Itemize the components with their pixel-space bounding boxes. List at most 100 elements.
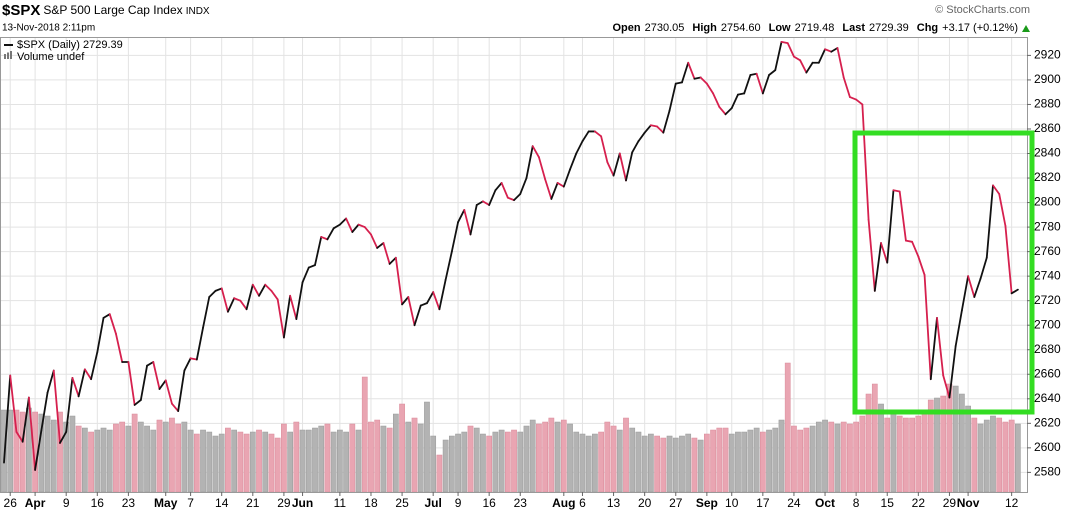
volume-bar [865, 393, 872, 493]
price-segment [270, 289, 279, 301]
price-segment [320, 236, 329, 241]
price-segment [656, 125, 665, 134]
price-segment [525, 145, 534, 179]
volume-bar [256, 429, 262, 493]
volume-bar [990, 415, 996, 493]
price-segment [146, 361, 155, 367]
price-segment [202, 296, 211, 329]
price-segment [115, 332, 124, 363]
y-tick-label: 2800 [1034, 195, 1061, 209]
price-segment [370, 233, 379, 249]
volume-bar [759, 431, 766, 493]
price-segment [351, 223, 360, 233]
price-segment [743, 74, 752, 95]
y-tick-label: 2700 [1034, 317, 1061, 331]
price-segment [979, 256, 988, 280]
price-segment [34, 429, 43, 471]
volume-bar [1008, 419, 1015, 493]
price-segment [1010, 288, 1019, 295]
volume-bar [467, 425, 474, 493]
volume-bar [287, 431, 293, 493]
x-tick-label: 18 [364, 496, 378, 510]
price-segment [463, 209, 472, 236]
volume-bar [741, 431, 748, 493]
price-segment [618, 152, 627, 182]
y-tick-label: 2680 [1034, 342, 1061, 356]
volume-bar [921, 409, 928, 493]
volume-bar [100, 427, 107, 493]
price-segment [102, 313, 111, 319]
volume-bar [803, 427, 810, 493]
price-segment [737, 92, 746, 96]
volume-bar [175, 423, 182, 493]
price-segment [948, 345, 957, 399]
y-tick-label: 2740 [1034, 268, 1061, 282]
price-segment [519, 177, 528, 195]
volume-bar [274, 437, 281, 493]
volume-bar [660, 437, 667, 493]
exchange: INDX [186, 6, 210, 17]
volume-bar [511, 429, 517, 493]
price-segment [164, 379, 173, 405]
volume-bar [169, 417, 175, 493]
volume-bar [7, 409, 14, 493]
volume-bar [193, 433, 200, 493]
volume-bar [567, 423, 573, 493]
volume-bar [88, 431, 94, 493]
volume-bar [343, 431, 349, 493]
chart-header: $SPX S&P 500 Large Cap Index INDX [2, 2, 210, 19]
x-tick-label: 6 [579, 496, 586, 510]
volume-bar [822, 419, 828, 493]
price-segment [817, 48, 826, 64]
volume-bar [784, 362, 791, 493]
price-segment [177, 369, 186, 412]
price-segment [494, 182, 503, 192]
price-segment [562, 168, 571, 188]
legend-swatch [10, 51, 12, 59]
price-segment [873, 242, 882, 292]
volume-bar [592, 433, 598, 493]
price-segment [830, 47, 839, 53]
y-tick-label: 2640 [1034, 391, 1061, 405]
quote-label: Low [769, 22, 791, 34]
volume-bar [722, 427, 729, 493]
price-segment [992, 184, 1001, 195]
price-segment [749, 72, 758, 76]
volume-bar [473, 427, 480, 493]
price-segment [923, 274, 932, 381]
volume-bar [349, 423, 356, 493]
volume-bar [113, 423, 119, 493]
highlight-box [852, 130, 1035, 415]
volume-bar [716, 427, 723, 493]
volume-bar [448, 435, 455, 493]
price-segment [538, 156, 547, 181]
price-segment [643, 124, 652, 134]
price-segment [233, 297, 242, 302]
volume-bar [355, 429, 362, 493]
quote-label: High [692, 22, 717, 34]
price-segment [326, 227, 335, 241]
volume-bar [243, 433, 250, 493]
price-segment [338, 217, 348, 226]
price-segment [183, 357, 192, 372]
price-segment [531, 145, 540, 159]
volume-bar [710, 429, 716, 493]
price-segment [108, 313, 117, 335]
price-segment [674, 81, 683, 85]
x-tick-label: 29 [943, 496, 957, 510]
price-segment [3, 374, 12, 464]
price-segment [649, 124, 658, 128]
price-segment [768, 69, 777, 76]
quote-row: Open 2730.05 High 2754.60 Low 2719.48 Last 2729… [613, 22, 1019, 34]
x-tick-label: 27 [669, 496, 683, 510]
x-tick-label: Jul [425, 496, 442, 510]
volume-bar [542, 421, 548, 493]
price-segment [388, 256, 397, 265]
volume-bar [610, 425, 617, 493]
price-segment [27, 396, 36, 471]
volume-bar [461, 431, 468, 493]
volume-bar [828, 421, 835, 493]
price-segment [376, 242, 385, 249]
price-segment [133, 399, 142, 406]
volume-bar [778, 419, 785, 493]
